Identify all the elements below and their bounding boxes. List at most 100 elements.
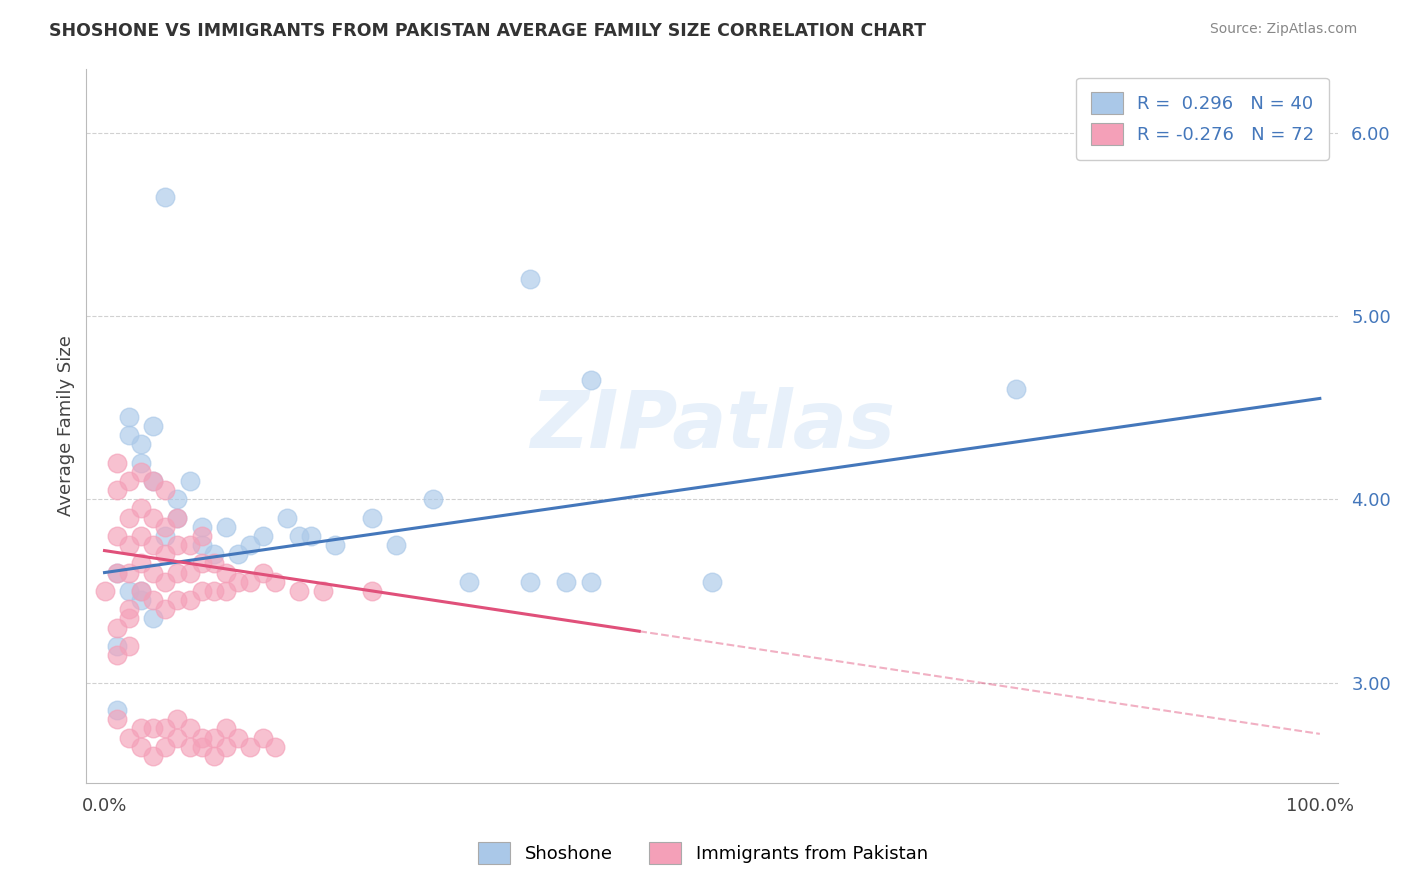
Point [166, 538, 188, 552]
Text: SHOSHONE VS IMMIGRANTS FROM PAKISTAN AVERAGE FAMILY SIZE CORRELATION CHART: SHOSHONE VS IMMIGRANTS FROM PAKISTAN AVE… [49, 22, 927, 40]
Text: ZIPatlas: ZIPatlas [530, 387, 894, 465]
Point [226, 574, 249, 589]
Point [105, 483, 128, 497]
Point [202, 731, 225, 745]
Point [166, 712, 188, 726]
Point [579, 574, 602, 589]
Point [579, 373, 602, 387]
Point [190, 520, 212, 534]
Point [422, 492, 444, 507]
Point [118, 602, 141, 616]
Point [166, 566, 188, 580]
Point [202, 557, 225, 571]
Point [129, 501, 152, 516]
Point [166, 492, 188, 507]
Point [215, 520, 238, 534]
Point [226, 547, 249, 561]
Point [215, 722, 238, 736]
Point [263, 574, 285, 589]
Point [155, 739, 177, 754]
Point [179, 474, 201, 488]
Point [129, 739, 152, 754]
Point [361, 510, 384, 524]
Point [239, 538, 262, 552]
Point [142, 611, 165, 625]
Point [458, 574, 481, 589]
Point [190, 529, 212, 543]
Point [142, 474, 165, 488]
Point [190, 557, 212, 571]
Point [239, 574, 262, 589]
Point [1005, 382, 1028, 396]
Point [93, 583, 115, 598]
Point [276, 510, 298, 524]
Point [129, 529, 152, 543]
Point [252, 529, 274, 543]
Text: Source: ZipAtlas.com: Source: ZipAtlas.com [1209, 22, 1357, 37]
Point [118, 731, 141, 745]
Point [202, 583, 225, 598]
Point [190, 739, 212, 754]
Point [129, 557, 152, 571]
Point [519, 272, 541, 286]
Point [202, 547, 225, 561]
Point [166, 731, 188, 745]
Point [129, 465, 152, 479]
Point [118, 409, 141, 424]
Point [118, 510, 141, 524]
Point [299, 529, 322, 543]
Point [142, 722, 165, 736]
Point [288, 583, 311, 598]
Point [155, 547, 177, 561]
Point [129, 583, 152, 598]
Point [179, 566, 201, 580]
Point [129, 593, 152, 607]
Point [179, 722, 201, 736]
Point [179, 739, 201, 754]
Point [288, 529, 311, 543]
Point [142, 474, 165, 488]
Point [166, 510, 188, 524]
Point [190, 583, 212, 598]
Point [555, 574, 578, 589]
Point [202, 748, 225, 763]
Point [118, 538, 141, 552]
Point [179, 538, 201, 552]
Point [105, 566, 128, 580]
Point [105, 621, 128, 635]
Point [105, 712, 128, 726]
Point [142, 419, 165, 434]
Point [105, 566, 128, 580]
Point [142, 593, 165, 607]
Point [385, 538, 408, 552]
Point [215, 739, 238, 754]
Point [118, 639, 141, 653]
Point [129, 722, 152, 736]
Point [105, 648, 128, 662]
Point [155, 574, 177, 589]
Point [166, 510, 188, 524]
Point [215, 566, 238, 580]
Point [702, 574, 724, 589]
Point [155, 520, 177, 534]
Point [129, 437, 152, 451]
Point [118, 611, 141, 625]
Point [325, 538, 347, 552]
Legend: R =  0.296   N = 40, R = -0.276   N = 72: R = 0.296 N = 40, R = -0.276 N = 72 [1076, 78, 1329, 160]
Point [155, 483, 177, 497]
Point [155, 602, 177, 616]
Point [252, 566, 274, 580]
Point [142, 538, 165, 552]
Point [118, 428, 141, 442]
Point [118, 566, 141, 580]
Point [252, 731, 274, 745]
Point [179, 593, 201, 607]
Point [118, 474, 141, 488]
Point [105, 639, 128, 653]
Point [166, 593, 188, 607]
Point [155, 722, 177, 736]
Point [226, 731, 249, 745]
Point [190, 538, 212, 552]
Point [129, 456, 152, 470]
Point [105, 529, 128, 543]
